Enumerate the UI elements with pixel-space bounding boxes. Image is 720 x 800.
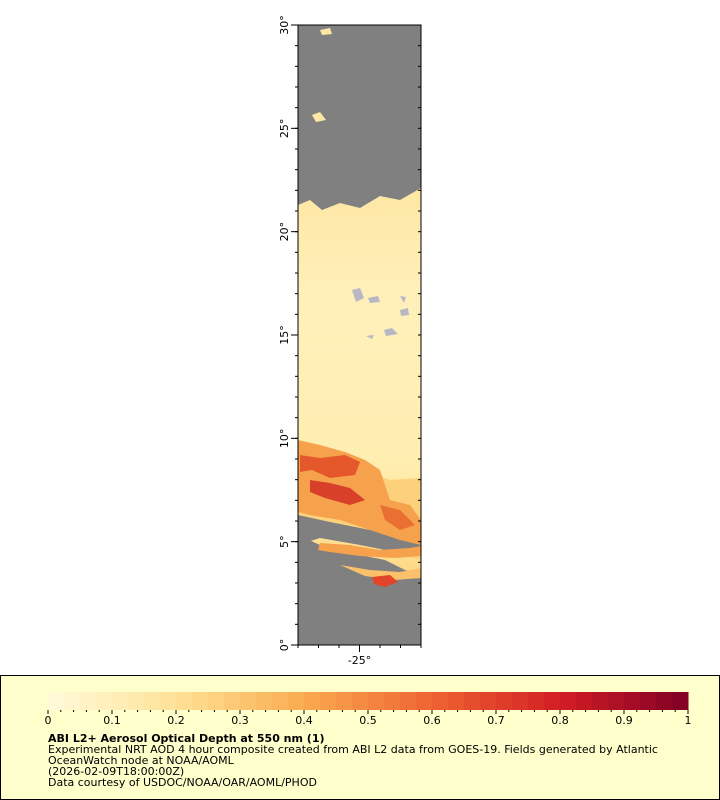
colorbar-swatch [416, 692, 433, 710]
colorbar-swatch [432, 692, 449, 710]
colorbar-swatch [80, 692, 97, 710]
x-tick-label: -25° [348, 654, 371, 667]
colorbar-swatch [336, 692, 353, 710]
colorbar-tick-label: 0.1 [103, 714, 121, 727]
colorbar-swatch [656, 692, 673, 710]
colorbar-swatch [592, 692, 609, 710]
colorbar-swatch [352, 692, 369, 710]
colorbar-swatch [624, 692, 641, 710]
colorbar: 0 0.1 0.2 0.3 0.4 0.5 0.6 0.7 0.8 0.9 1 [45, 692, 692, 727]
legend-line: Data courtesy of USDOC/NOAA/OAR/AOML/PHO… [48, 776, 317, 789]
colorbar-swatch [192, 692, 209, 710]
colorbar-swatch [128, 692, 145, 710]
colorbar-swatch [112, 692, 129, 710]
colorbar-swatch [64, 692, 81, 710]
colorbar-swatch [208, 692, 225, 710]
map-image [298, 25, 421, 645]
colorbar-swatch [368, 692, 385, 710]
colorbar-swatch [608, 692, 625, 710]
colorbar-swatch [288, 692, 305, 710]
colorbar-swatch [96, 692, 113, 710]
colorbar-tick-label: 0.2 [167, 714, 185, 727]
colorbar-swatch [576, 692, 593, 710]
colorbar-swatch [160, 692, 177, 710]
colorbar-tick-label: 0.8 [551, 714, 569, 727]
legend-line: Experimental NRT AOD 4 hour composite cr… [48, 743, 658, 756]
colorbar-swatch [528, 692, 545, 710]
colorbar-swatch [272, 692, 289, 710]
colorbar-swatch [448, 692, 465, 710]
legend-line: OceanWatch node at NOAA/AOML [48, 754, 235, 767]
colorbar-swatch [560, 692, 577, 710]
colorbar-tick-label: 0.4 [295, 714, 313, 727]
colorbar-swatch [320, 692, 337, 710]
y-tick-label: 0° [278, 639, 291, 652]
colorbar-tick-label: 0.9 [615, 714, 633, 727]
colorbar-swatch [480, 692, 497, 710]
colorbar-swatch [304, 692, 321, 710]
y-tick-label: 30° [278, 15, 291, 35]
colorbar-swatch [144, 692, 161, 710]
colorbar-tick-label: 0.5 [359, 714, 377, 727]
colorbar-swatch [176, 692, 193, 710]
colorbar-swatch [48, 692, 65, 710]
colorbar-swatch [544, 692, 561, 710]
colorbar-swatch [496, 692, 513, 710]
y-tick-label: 25° [278, 119, 291, 139]
colorbar-tick-label: 1 [685, 714, 692, 727]
y-tick-label: 15° [278, 325, 291, 345]
colorbar-swatch [384, 692, 401, 710]
colorbar-swatch [672, 692, 689, 710]
colorbar-tick-label: 0 [45, 714, 52, 727]
colorbar-swatch [640, 692, 657, 710]
axes: 0° 5° 10° 15° 20° 25° 30° -25° [278, 15, 422, 667]
colorbar-swatch [512, 692, 529, 710]
colorbar-swatch [256, 692, 273, 710]
colorbar-swatch [224, 692, 241, 710]
legend-line: (2026-02-09T18:00:00Z) [48, 765, 184, 778]
y-tick-label: 10° [278, 429, 291, 449]
colorbar-swatch [400, 692, 417, 710]
colorbar-tick-label: 0.7 [487, 714, 505, 727]
colorbar-swatch [464, 692, 481, 710]
colorbar-tick-label: 0.6 [423, 714, 441, 727]
colorbar-swatch [240, 692, 257, 710]
y-tick-label: 20° [278, 222, 291, 242]
colorbar-tick-label: 0.3 [231, 714, 249, 727]
legend-title: ABI L2+ Aerosol Optical Depth at 550 nm … [48, 732, 325, 745]
y-tick-label: 5° [278, 535, 291, 548]
